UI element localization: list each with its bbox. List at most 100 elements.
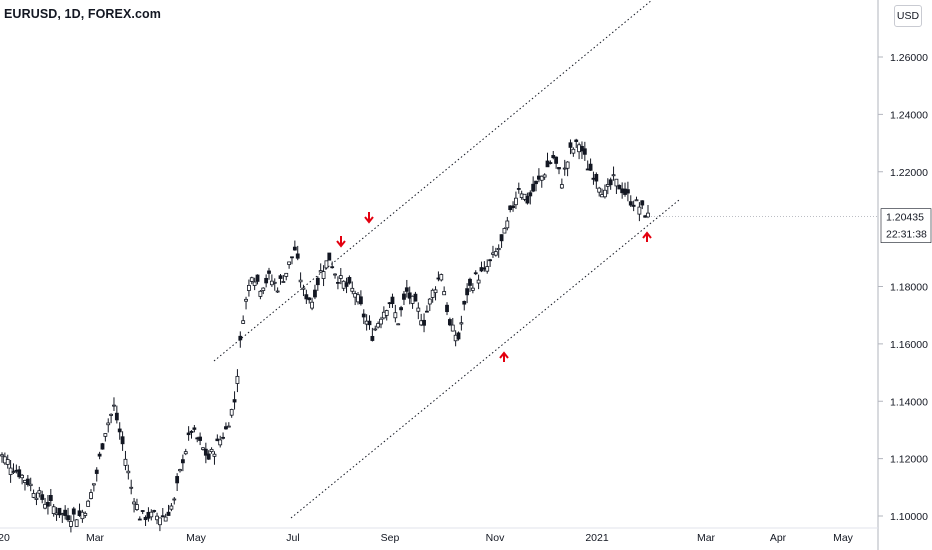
candle-body bbox=[37, 490, 42, 494]
price-tick-label: 1.18000 bbox=[890, 282, 928, 294]
candle-body bbox=[559, 184, 564, 189]
candle-body bbox=[465, 288, 470, 296]
candle-body bbox=[313, 289, 317, 298]
channel-upper-line[interactable] bbox=[213, 0, 653, 362]
candle-body bbox=[502, 228, 507, 234]
candle-body bbox=[114, 412, 119, 421]
candle-body bbox=[69, 521, 73, 527]
time-tick-label: Apr bbox=[770, 532, 787, 544]
candle-body bbox=[292, 246, 297, 251]
candle-body bbox=[109, 413, 114, 416]
candle-body bbox=[425, 310, 429, 313]
candle-body bbox=[333, 273, 337, 276]
candle-body bbox=[468, 278, 472, 286]
candle-body bbox=[209, 448, 214, 453]
candle-body bbox=[126, 470, 131, 474]
candle-body bbox=[459, 322, 464, 325]
channel-lower-line[interactable] bbox=[290, 199, 680, 519]
candle-body bbox=[393, 312, 398, 319]
candle-body bbox=[272, 281, 277, 284]
price-tag-countdown: 22:31:38 bbox=[886, 229, 927, 241]
candle-body bbox=[172, 498, 177, 501]
candle-body bbox=[568, 142, 573, 148]
candle-body bbox=[0, 454, 4, 457]
candle-body bbox=[445, 304, 449, 313]
symbol-title[interactable]: EURUSD, 1D, FOREX.com bbox=[4, 7, 161, 21]
candle-body bbox=[427, 298, 432, 305]
candle-body bbox=[189, 430, 194, 433]
time-tick-label: Sep bbox=[381, 532, 400, 544]
candle-body bbox=[192, 427, 197, 430]
candle-body bbox=[244, 298, 248, 302]
candle-body bbox=[470, 287, 475, 291]
candle-body bbox=[557, 167, 561, 170]
candle-body bbox=[534, 180, 538, 185]
candle-body bbox=[413, 293, 418, 302]
candle-body bbox=[327, 252, 332, 261]
candle-body bbox=[100, 443, 105, 450]
candle-body bbox=[416, 307, 421, 312]
price-tick-label: 1.22000 bbox=[890, 167, 928, 179]
candle-body bbox=[290, 256, 294, 259]
candle-body bbox=[249, 277, 254, 282]
arrow-up-annotation-head bbox=[499, 351, 509, 359]
candle-body bbox=[344, 282, 349, 287]
candle-body bbox=[51, 506, 56, 514]
candle-body bbox=[456, 332, 461, 340]
candle-body bbox=[516, 188, 521, 190]
candle-body bbox=[447, 319, 452, 326]
candle-body bbox=[350, 287, 355, 292]
candle-body bbox=[574, 139, 579, 142]
candle-body bbox=[83, 512, 88, 516]
candle-body bbox=[149, 511, 154, 518]
candle-body bbox=[28, 483, 33, 487]
candle-body bbox=[390, 296, 395, 305]
candle-body bbox=[505, 220, 510, 229]
candle-body bbox=[321, 271, 326, 279]
candle-body bbox=[123, 458, 128, 466]
candle-body bbox=[201, 447, 205, 450]
candle-body bbox=[525, 196, 530, 204]
candle-body bbox=[158, 517, 162, 526]
candle-body bbox=[17, 469, 22, 478]
candle-body bbox=[298, 279, 303, 283]
candle-body bbox=[450, 324, 455, 332]
candle-body bbox=[40, 494, 45, 500]
candle-body bbox=[71, 508, 76, 515]
candle-body bbox=[496, 247, 501, 251]
candle-body bbox=[186, 432, 191, 436]
candle-body bbox=[152, 510, 157, 512]
candle-body bbox=[597, 187, 602, 193]
candle-body bbox=[367, 320, 372, 326]
candle-body bbox=[542, 174, 547, 178]
candle-body bbox=[137, 518, 142, 521]
candle-body bbox=[338, 275, 343, 279]
price-tick-label: 1.16000 bbox=[890, 339, 928, 351]
candle-body bbox=[117, 428, 122, 433]
candle-body bbox=[241, 320, 246, 324]
price-tag-box bbox=[880, 208, 932, 243]
candle-body bbox=[310, 301, 314, 309]
time-tick-label: Mar bbox=[86, 532, 105, 544]
candle-body bbox=[324, 260, 329, 269]
currency-button[interactable]: USD bbox=[894, 5, 922, 27]
price-tag-value: 1.20435 bbox=[886, 212, 924, 224]
candle-body bbox=[611, 174, 616, 177]
candle-body bbox=[422, 319, 426, 326]
candle-body bbox=[97, 453, 102, 457]
price-tick-label: 1.26000 bbox=[890, 52, 928, 64]
candle-body bbox=[163, 516, 168, 522]
candle-body bbox=[430, 289, 435, 298]
arrow-down-annotation-head bbox=[336, 240, 346, 248]
candle-body bbox=[571, 148, 576, 154]
candle-body bbox=[261, 287, 266, 291]
candle-body bbox=[89, 492, 93, 499]
candle-body bbox=[384, 310, 389, 316]
candle-body bbox=[304, 294, 309, 300]
candle-body bbox=[5, 459, 10, 465]
candle-body bbox=[640, 200, 645, 206]
candle-body bbox=[66, 515, 70, 521]
candle-body bbox=[63, 509, 68, 516]
